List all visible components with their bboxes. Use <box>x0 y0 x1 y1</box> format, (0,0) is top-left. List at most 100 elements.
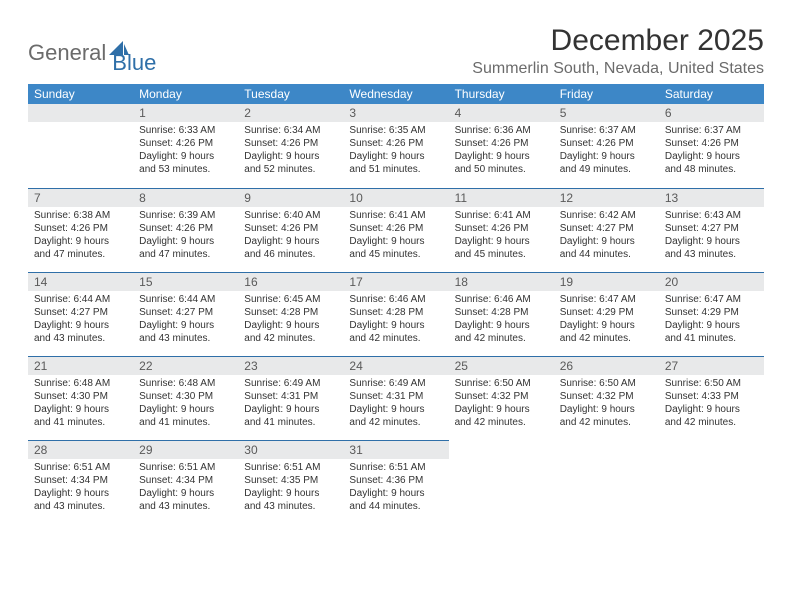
day-number: 14 <box>28 272 133 291</box>
calendar-cell: 31Sunrise: 6:51 AMSunset: 4:36 PMDayligh… <box>343 440 448 524</box>
day-number: 11 <box>449 188 554 207</box>
day-number: 27 <box>659 356 764 375</box>
day-details: Sunrise: 6:51 AMSunset: 4:35 PMDaylight:… <box>238 459 343 517</box>
day-header: Saturday <box>659 84 764 104</box>
day-header: Wednesday <box>343 84 448 104</box>
daylight-text: Daylight: 9 hours and 43 minutes. <box>139 319 232 345</box>
day-details: Sunrise: 6:47 AMSunset: 4:29 PMDaylight:… <box>659 291 764 349</box>
day-number: 30 <box>238 440 343 459</box>
calendar-cell: 6Sunrise: 6:37 AMSunset: 4:26 PMDaylight… <box>659 104 764 188</box>
day-number: 8 <box>133 188 238 207</box>
calendar-cell: 22Sunrise: 6:48 AMSunset: 4:30 PMDayligh… <box>133 356 238 440</box>
calendar-cell: 29Sunrise: 6:51 AMSunset: 4:34 PMDayligh… <box>133 440 238 524</box>
day-number: 15 <box>133 272 238 291</box>
calendar-cell: 30Sunrise: 6:51 AMSunset: 4:35 PMDayligh… <box>238 440 343 524</box>
sunset-text: Sunset: 4:28 PM <box>455 306 548 319</box>
day-details: Sunrise: 6:48 AMSunset: 4:30 PMDaylight:… <box>133 375 238 433</box>
day-number: 28 <box>28 440 133 459</box>
daylight-text: Daylight: 9 hours and 51 minutes. <box>349 150 442 176</box>
daylight-text: Daylight: 9 hours and 43 minutes. <box>244 487 337 513</box>
sunset-text: Sunset: 4:35 PM <box>244 474 337 487</box>
day-header: Sunday <box>28 84 133 104</box>
day-number: 16 <box>238 272 343 291</box>
calendar-cell: 10Sunrise: 6:41 AMSunset: 4:26 PMDayligh… <box>343 188 448 272</box>
daylight-text: Daylight: 9 hours and 42 minutes. <box>349 319 442 345</box>
calendar-week-row: 7Sunrise: 6:38 AMSunset: 4:26 PMDaylight… <box>28 188 764 272</box>
sunset-text: Sunset: 4:31 PM <box>349 390 442 403</box>
daylight-text: Daylight: 9 hours and 42 minutes. <box>349 403 442 429</box>
sunset-text: Sunset: 4:26 PM <box>455 137 548 150</box>
sunset-text: Sunset: 4:26 PM <box>349 222 442 235</box>
daylight-text: Daylight: 9 hours and 42 minutes. <box>244 319 337 345</box>
day-details: Sunrise: 6:36 AMSunset: 4:26 PMDaylight:… <box>449 122 554 180</box>
calendar-cell: 14Sunrise: 6:44 AMSunset: 4:27 PMDayligh… <box>28 272 133 356</box>
daylight-text: Daylight: 9 hours and 41 minutes. <box>34 403 127 429</box>
calendar-cell: 8Sunrise: 6:39 AMSunset: 4:26 PMDaylight… <box>133 188 238 272</box>
day-details: Sunrise: 6:34 AMSunset: 4:26 PMDaylight:… <box>238 122 343 180</box>
daylight-text: Daylight: 9 hours and 43 minutes. <box>34 487 127 513</box>
day-details: Sunrise: 6:46 AMSunset: 4:28 PMDaylight:… <box>449 291 554 349</box>
day-number: 26 <box>554 356 659 375</box>
calendar-cell: 17Sunrise: 6:46 AMSunset: 4:28 PMDayligh… <box>343 272 448 356</box>
daylight-text: Daylight: 9 hours and 42 minutes. <box>560 319 653 345</box>
day-number: 22 <box>133 356 238 375</box>
day-details: Sunrise: 6:51 AMSunset: 4:34 PMDaylight:… <box>28 459 133 517</box>
sunrise-text: Sunrise: 6:49 AM <box>349 377 442 390</box>
daylight-text: Daylight: 9 hours and 50 minutes. <box>455 150 548 176</box>
sunset-text: Sunset: 4:26 PM <box>139 222 232 235</box>
daylight-text: Daylight: 9 hours and 41 minutes. <box>244 403 337 429</box>
day-header: Thursday <box>449 84 554 104</box>
day-details: Sunrise: 6:49 AMSunset: 4:31 PMDaylight:… <box>238 375 343 433</box>
day-number: 25 <box>449 356 554 375</box>
day-details: Sunrise: 6:49 AMSunset: 4:31 PMDaylight:… <box>343 375 448 433</box>
calendar-cell <box>659 440 764 524</box>
sunrise-text: Sunrise: 6:33 AM <box>139 124 232 137</box>
calendar-cell: 23Sunrise: 6:49 AMSunset: 4:31 PMDayligh… <box>238 356 343 440</box>
sunrise-text: Sunrise: 6:39 AM <box>139 209 232 222</box>
sunset-text: Sunset: 4:34 PM <box>139 474 232 487</box>
month-title: December 2025 <box>472 24 764 58</box>
empty-day-bar <box>28 104 133 122</box>
calendar-cell <box>554 440 659 524</box>
sunrise-text: Sunrise: 6:44 AM <box>34 293 127 306</box>
calendar-week-row: 21Sunrise: 6:48 AMSunset: 4:30 PMDayligh… <box>28 356 764 440</box>
daylight-text: Daylight: 9 hours and 41 minutes. <box>139 403 232 429</box>
calendar-cell: 15Sunrise: 6:44 AMSunset: 4:27 PMDayligh… <box>133 272 238 356</box>
day-details: Sunrise: 6:40 AMSunset: 4:26 PMDaylight:… <box>238 207 343 265</box>
calendar-cell: 3Sunrise: 6:35 AMSunset: 4:26 PMDaylight… <box>343 104 448 188</box>
daylight-text: Daylight: 9 hours and 47 minutes. <box>34 235 127 261</box>
calendar-body: 1Sunrise: 6:33 AMSunset: 4:26 PMDaylight… <box>28 104 764 524</box>
day-number: 5 <box>554 104 659 122</box>
sunrise-text: Sunrise: 6:46 AM <box>455 293 548 306</box>
calendar-cell <box>28 104 133 188</box>
sunrise-text: Sunrise: 6:50 AM <box>560 377 653 390</box>
sunset-text: Sunset: 4:27 PM <box>560 222 653 235</box>
sunrise-text: Sunrise: 6:40 AM <box>244 209 337 222</box>
day-details: Sunrise: 6:50 AMSunset: 4:32 PMDaylight:… <box>554 375 659 433</box>
day-number: 19 <box>554 272 659 291</box>
day-number: 18 <box>449 272 554 291</box>
day-details: Sunrise: 6:41 AMSunset: 4:26 PMDaylight:… <box>343 207 448 265</box>
sunrise-text: Sunrise: 6:47 AM <box>665 293 758 306</box>
location-subtitle: Summerlin South, Nevada, United States <box>472 60 764 78</box>
day-details: Sunrise: 6:45 AMSunset: 4:28 PMDaylight:… <box>238 291 343 349</box>
calendar-week-row: 14Sunrise: 6:44 AMSunset: 4:27 PMDayligh… <box>28 272 764 356</box>
sunrise-text: Sunrise: 6:34 AM <box>244 124 337 137</box>
day-details: Sunrise: 6:38 AMSunset: 4:26 PMDaylight:… <box>28 207 133 265</box>
day-details: Sunrise: 6:39 AMSunset: 4:26 PMDaylight:… <box>133 207 238 265</box>
day-details: Sunrise: 6:48 AMSunset: 4:30 PMDaylight:… <box>28 375 133 433</box>
day-number: 10 <box>343 188 448 207</box>
daylight-text: Daylight: 9 hours and 49 minutes. <box>560 150 653 176</box>
day-number: 31 <box>343 440 448 459</box>
day-number: 17 <box>343 272 448 291</box>
calendar-cell: 19Sunrise: 6:47 AMSunset: 4:29 PMDayligh… <box>554 272 659 356</box>
sunset-text: Sunset: 4:32 PM <box>455 390 548 403</box>
calendar-table: Sunday Monday Tuesday Wednesday Thursday… <box>28 84 764 524</box>
sunset-text: Sunset: 4:26 PM <box>244 137 337 150</box>
calendar-cell: 18Sunrise: 6:46 AMSunset: 4:28 PMDayligh… <box>449 272 554 356</box>
sunset-text: Sunset: 4:26 PM <box>560 137 653 150</box>
calendar-cell: 5Sunrise: 6:37 AMSunset: 4:26 PMDaylight… <box>554 104 659 188</box>
sunset-text: Sunset: 4:26 PM <box>139 137 232 150</box>
sunrise-text: Sunrise: 6:45 AM <box>244 293 337 306</box>
calendar-cell: 7Sunrise: 6:38 AMSunset: 4:26 PMDaylight… <box>28 188 133 272</box>
